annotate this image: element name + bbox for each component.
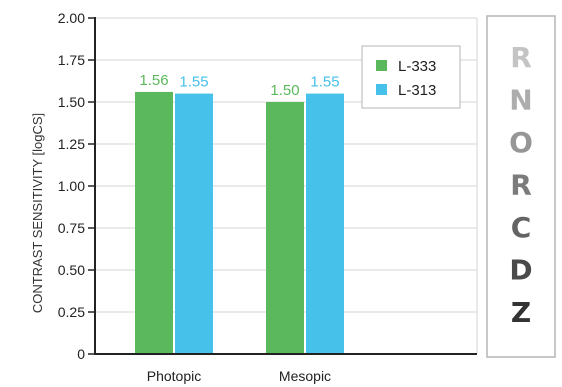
legend: L-333 L-313: [361, 45, 461, 109]
y-tick-label: 1.50: [58, 94, 85, 110]
eye-chart-letter: Z: [511, 296, 531, 329]
y-tick-label: 1.25: [58, 136, 85, 152]
bar-l-333-photopic: [135, 91, 173, 355]
eye-chart-letter: D: [509, 254, 532, 287]
y-tick-label: 2.00: [58, 10, 85, 26]
bars: [135, 91, 344, 355]
x-category-label: Photopic: [147, 368, 201, 384]
data-labels: 1.56 1.55 1.50 1.55: [139, 72, 339, 99]
x-categories: Photopic Mesopic: [147, 368, 331, 384]
y-tick-label: 0.75: [58, 220, 85, 236]
eye-chart-letter: C: [511, 211, 532, 244]
legend-label: L-313: [398, 82, 436, 99]
legend-box: [361, 45, 461, 109]
y-tick-label: 0: [77, 346, 85, 362]
y-tick-label: 0.25: [58, 304, 85, 320]
eye-chart-letter: R: [510, 169, 532, 202]
eye-chart-letter: R: [510, 41, 532, 74]
y-tick-label: 1.00: [58, 178, 85, 194]
y-axis-title: CONTRAST SENSITIVITY [logCS]: [30, 113, 45, 313]
bar-l-313-photopic: [175, 93, 213, 354]
eye-chart-letter: O: [509, 126, 533, 159]
y-ticks: 0 0.25 0.50 0.75 1.00 1.25 1.50 1.75 2.00: [58, 10, 95, 362]
bar-l-313-mesopic: [306, 93, 344, 354]
data-label: 1.55: [179, 74, 208, 91]
data-label: 1.56: [139, 72, 168, 89]
legend-label: L-333: [398, 58, 436, 75]
eye-chart-frame: [486, 15, 556, 358]
eye-chart-letter: N: [509, 84, 532, 117]
data-label: 1.55: [310, 74, 339, 91]
y-tick-label: 0.50: [58, 262, 85, 278]
legend-swatch: [376, 84, 387, 95]
bar-l-333-mesopic: [266, 102, 304, 354]
x-category-label: Mesopic: [279, 368, 331, 384]
y-tick-label: 1.75: [58, 52, 85, 68]
legend-swatch: [376, 60, 387, 71]
data-label: 1.50: [270, 82, 299, 99]
